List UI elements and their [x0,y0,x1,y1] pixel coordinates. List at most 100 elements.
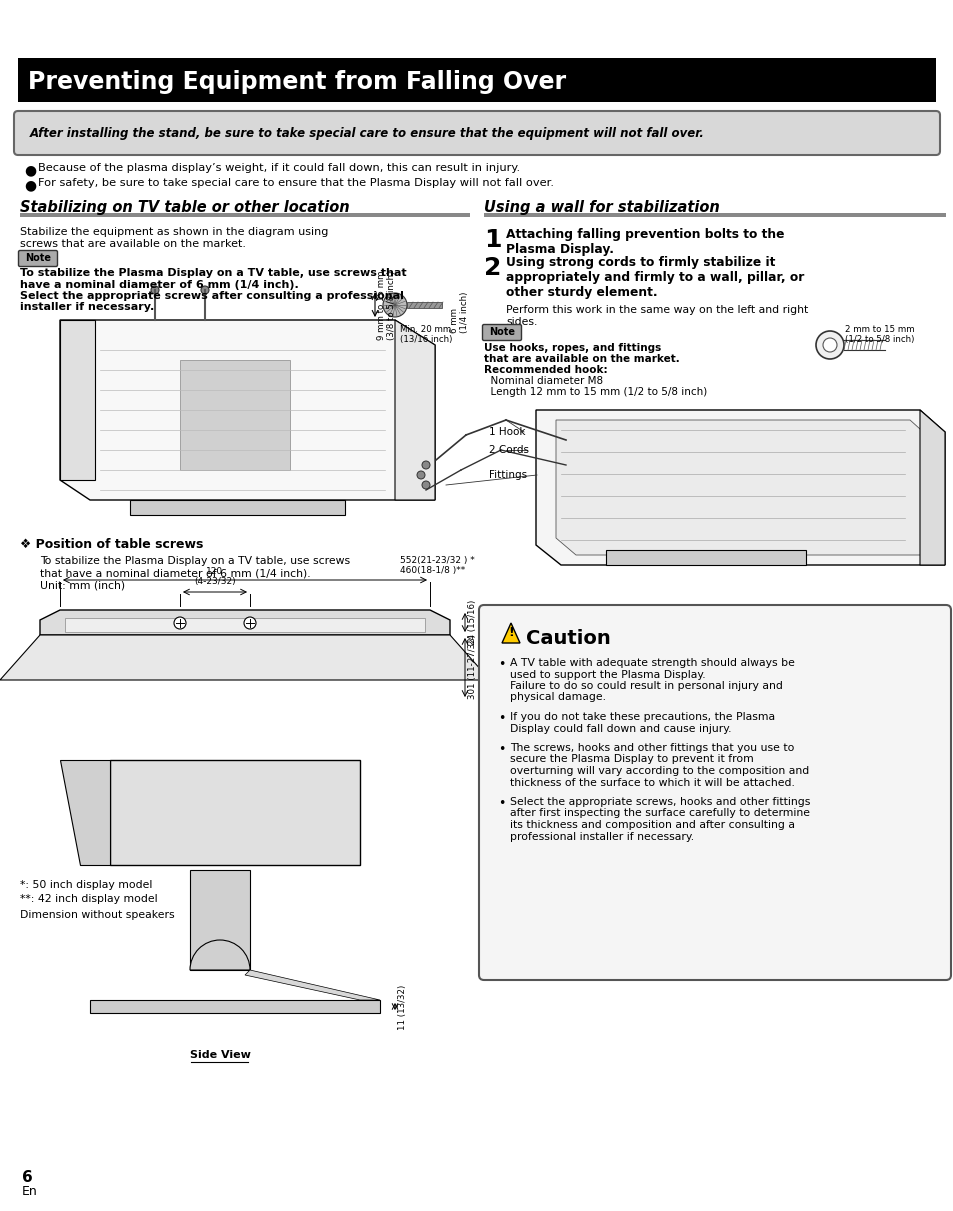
Bar [483,213,945,217]
Bar [18,58,935,102]
Text: For safety, be sure to take special care to ensure that the Plasma Display will : For safety, be sure to take special care… [38,178,554,188]
Text: !: ! [508,626,514,638]
Polygon shape [40,610,450,635]
Text: that are available on the market.: that are available on the market. [483,354,679,365]
Polygon shape [60,320,95,480]
Polygon shape [501,622,519,643]
Bar [65,618,424,632]
Text: 6 mm
(1/4 inch): 6 mm (1/4 inch) [450,292,469,333]
Text: Note: Note [489,327,515,337]
Text: Fittings: Fittings [489,470,527,480]
Text: After installing the stand, be sure to take special care to ensure that the equi: After installing the stand, be sure to t… [30,127,704,140]
Text: physical damage.: physical damage. [510,693,605,702]
FancyBboxPatch shape [478,606,950,980]
Text: •: • [497,658,505,671]
Text: used to support the Plasma Display.: used to support the Plasma Display. [510,670,705,679]
Text: 120
(4-23/32): 120 (4-23/32) [194,567,235,586]
Text: Note: Note [25,253,51,263]
Text: after first inspecting the surface carefully to determine: after first inspecting the surface caref… [510,809,809,819]
Polygon shape [556,420,929,555]
Polygon shape [245,970,379,1000]
Polygon shape [536,411,944,566]
Text: Attaching falling prevention bolts to the
Plasma Display.: Attaching falling prevention bolts to th… [505,228,783,256]
Text: have a nominal diameter of 6 mm (1/4 inch).: have a nominal diameter of 6 mm (1/4 inc… [20,280,298,289]
Text: installer if necessary.: installer if necessary. [20,303,154,312]
Circle shape [244,616,255,629]
Text: Failure to do so could result in personal injury and: Failure to do so could result in persona… [510,681,782,691]
Text: Display could fall down and cause injury.: Display could fall down and cause injury… [510,723,731,734]
Bar [110,761,359,865]
Text: En: En [22,1186,38,1198]
Text: 301 (11-27/32): 301 (11-27/32) [468,635,476,700]
Text: 11 (13/32): 11 (13/32) [397,985,407,1029]
Text: 1: 1 [483,228,501,252]
Polygon shape [90,1000,379,1012]
Text: Dimension without speakers: Dimension without speakers [20,909,174,920]
Text: Recommended hook:: Recommended hook: [483,365,607,375]
Text: If you do not take these precautions, the Plasma: If you do not take these precautions, th… [510,712,774,722]
Circle shape [382,293,407,317]
Text: 2 Cords: 2 Cords [489,444,529,455]
Text: 9 mm to 15 mm
(3/8 to 5/8 inch): 9 mm to 15 mm (3/8 to 5/8 inch) [376,270,396,340]
Bar [190,869,250,970]
Text: Stabilize the equipment as shown in the diagram using
screws that are available : Stabilize the equipment as shown in the … [20,226,328,248]
Text: Select the appropriate screws after consulting a professional: Select the appropriate screws after cons… [20,291,403,302]
Text: Nominal diameter M8: Nominal diameter M8 [483,375,602,386]
Polygon shape [60,320,435,500]
Text: 1 Hook: 1 Hook [489,427,525,437]
Text: ●: ● [24,163,36,177]
Circle shape [416,471,424,480]
Text: •: • [497,712,505,725]
Text: Length 12 mm to 15 mm (1/2 to 5/8 inch): Length 12 mm to 15 mm (1/2 to 5/8 inch) [483,388,706,397]
Text: overturning will vary according to the composition and: overturning will vary according to the c… [510,767,808,776]
FancyArrow shape [407,302,441,308]
Text: professional installer if necessary.: professional installer if necessary. [510,832,694,842]
Text: Min. 20 mm
(13/16 inch): Min. 20 mm (13/16 inch) [399,325,452,344]
Text: 2: 2 [483,256,501,280]
Text: Select the appropriate screws, hooks and other fittings: Select the appropriate screws, hooks and… [510,797,809,807]
Polygon shape [60,761,110,865]
Text: 2 mm to 15 mm
(1/2 to 5/8 inch): 2 mm to 15 mm (1/2 to 5/8 inch) [844,325,914,344]
Text: that have a nominal diameter of 6 mm (1/4 inch).: that have a nominal diameter of 6 mm (1/… [40,568,311,578]
Text: Using strong cords to firmly stabilize it
appropriately and firmly to a wall, pi: Using strong cords to firmly stabilize i… [505,256,803,299]
Polygon shape [0,635,490,681]
Text: To stabilize the Plasma Display on a TV table, use screws that: To stabilize the Plasma Display on a TV … [20,268,406,279]
Circle shape [421,461,430,469]
Text: ❖ Position of table screws: ❖ Position of table screws [20,538,203,551]
Bar [20,213,470,217]
Circle shape [421,481,430,489]
FancyBboxPatch shape [14,111,939,155]
Text: Because of the plasma display’s weight, if it could fall down, this can result i: Because of the plasma display’s weight, … [38,163,519,173]
Polygon shape [395,320,435,500]
Text: 24 (15/16): 24 (15/16) [468,599,476,644]
Polygon shape [919,411,944,566]
Polygon shape [130,500,345,515]
Bar [605,550,805,566]
FancyBboxPatch shape [18,251,57,266]
Text: thickness of the surface to which it will be attached.: thickness of the surface to which it wil… [510,777,794,787]
Text: Caution: Caution [525,629,610,648]
Text: *: 50 inch display model: *: 50 inch display model [20,880,152,890]
Text: To stabilize the Plasma Display on a TV table, use screws: To stabilize the Plasma Display on a TV … [40,556,350,566]
FancyBboxPatch shape [482,325,521,340]
Circle shape [815,331,843,358]
Polygon shape [180,360,290,470]
Text: A TV table with adequate strength should always be: A TV table with adequate strength should… [510,658,794,668]
Text: Use hooks, ropes, and fittings: Use hooks, ropes, and fittings [483,343,660,352]
Text: Side View: Side View [190,1050,251,1060]
Circle shape [151,286,159,294]
Text: Stabilizing on TV table or other location: Stabilizing on TV table or other locatio… [20,200,349,216]
Circle shape [201,286,209,294]
Text: •: • [497,744,505,756]
Text: Using a wall for stabilization: Using a wall for stabilization [483,200,719,216]
Text: 552(21-23/32 ) *
460(18-1/8 )**: 552(21-23/32 ) * 460(18-1/8 )** [399,556,475,575]
Text: Unit: mm (inch): Unit: mm (inch) [40,580,125,590]
Circle shape [822,338,836,352]
Text: The screws, hooks and other fittings that you use to: The screws, hooks and other fittings tha… [510,744,794,753]
Text: Preventing Equipment from Falling Over: Preventing Equipment from Falling Over [28,70,565,94]
Text: its thickness and composition and after consulting a: its thickness and composition and after … [510,820,794,830]
Text: Perform this work in the same way on the left and right
sides.: Perform this work in the same way on the… [505,305,807,327]
Circle shape [173,616,186,629]
Text: ●: ● [24,178,36,193]
Text: •: • [497,797,505,810]
